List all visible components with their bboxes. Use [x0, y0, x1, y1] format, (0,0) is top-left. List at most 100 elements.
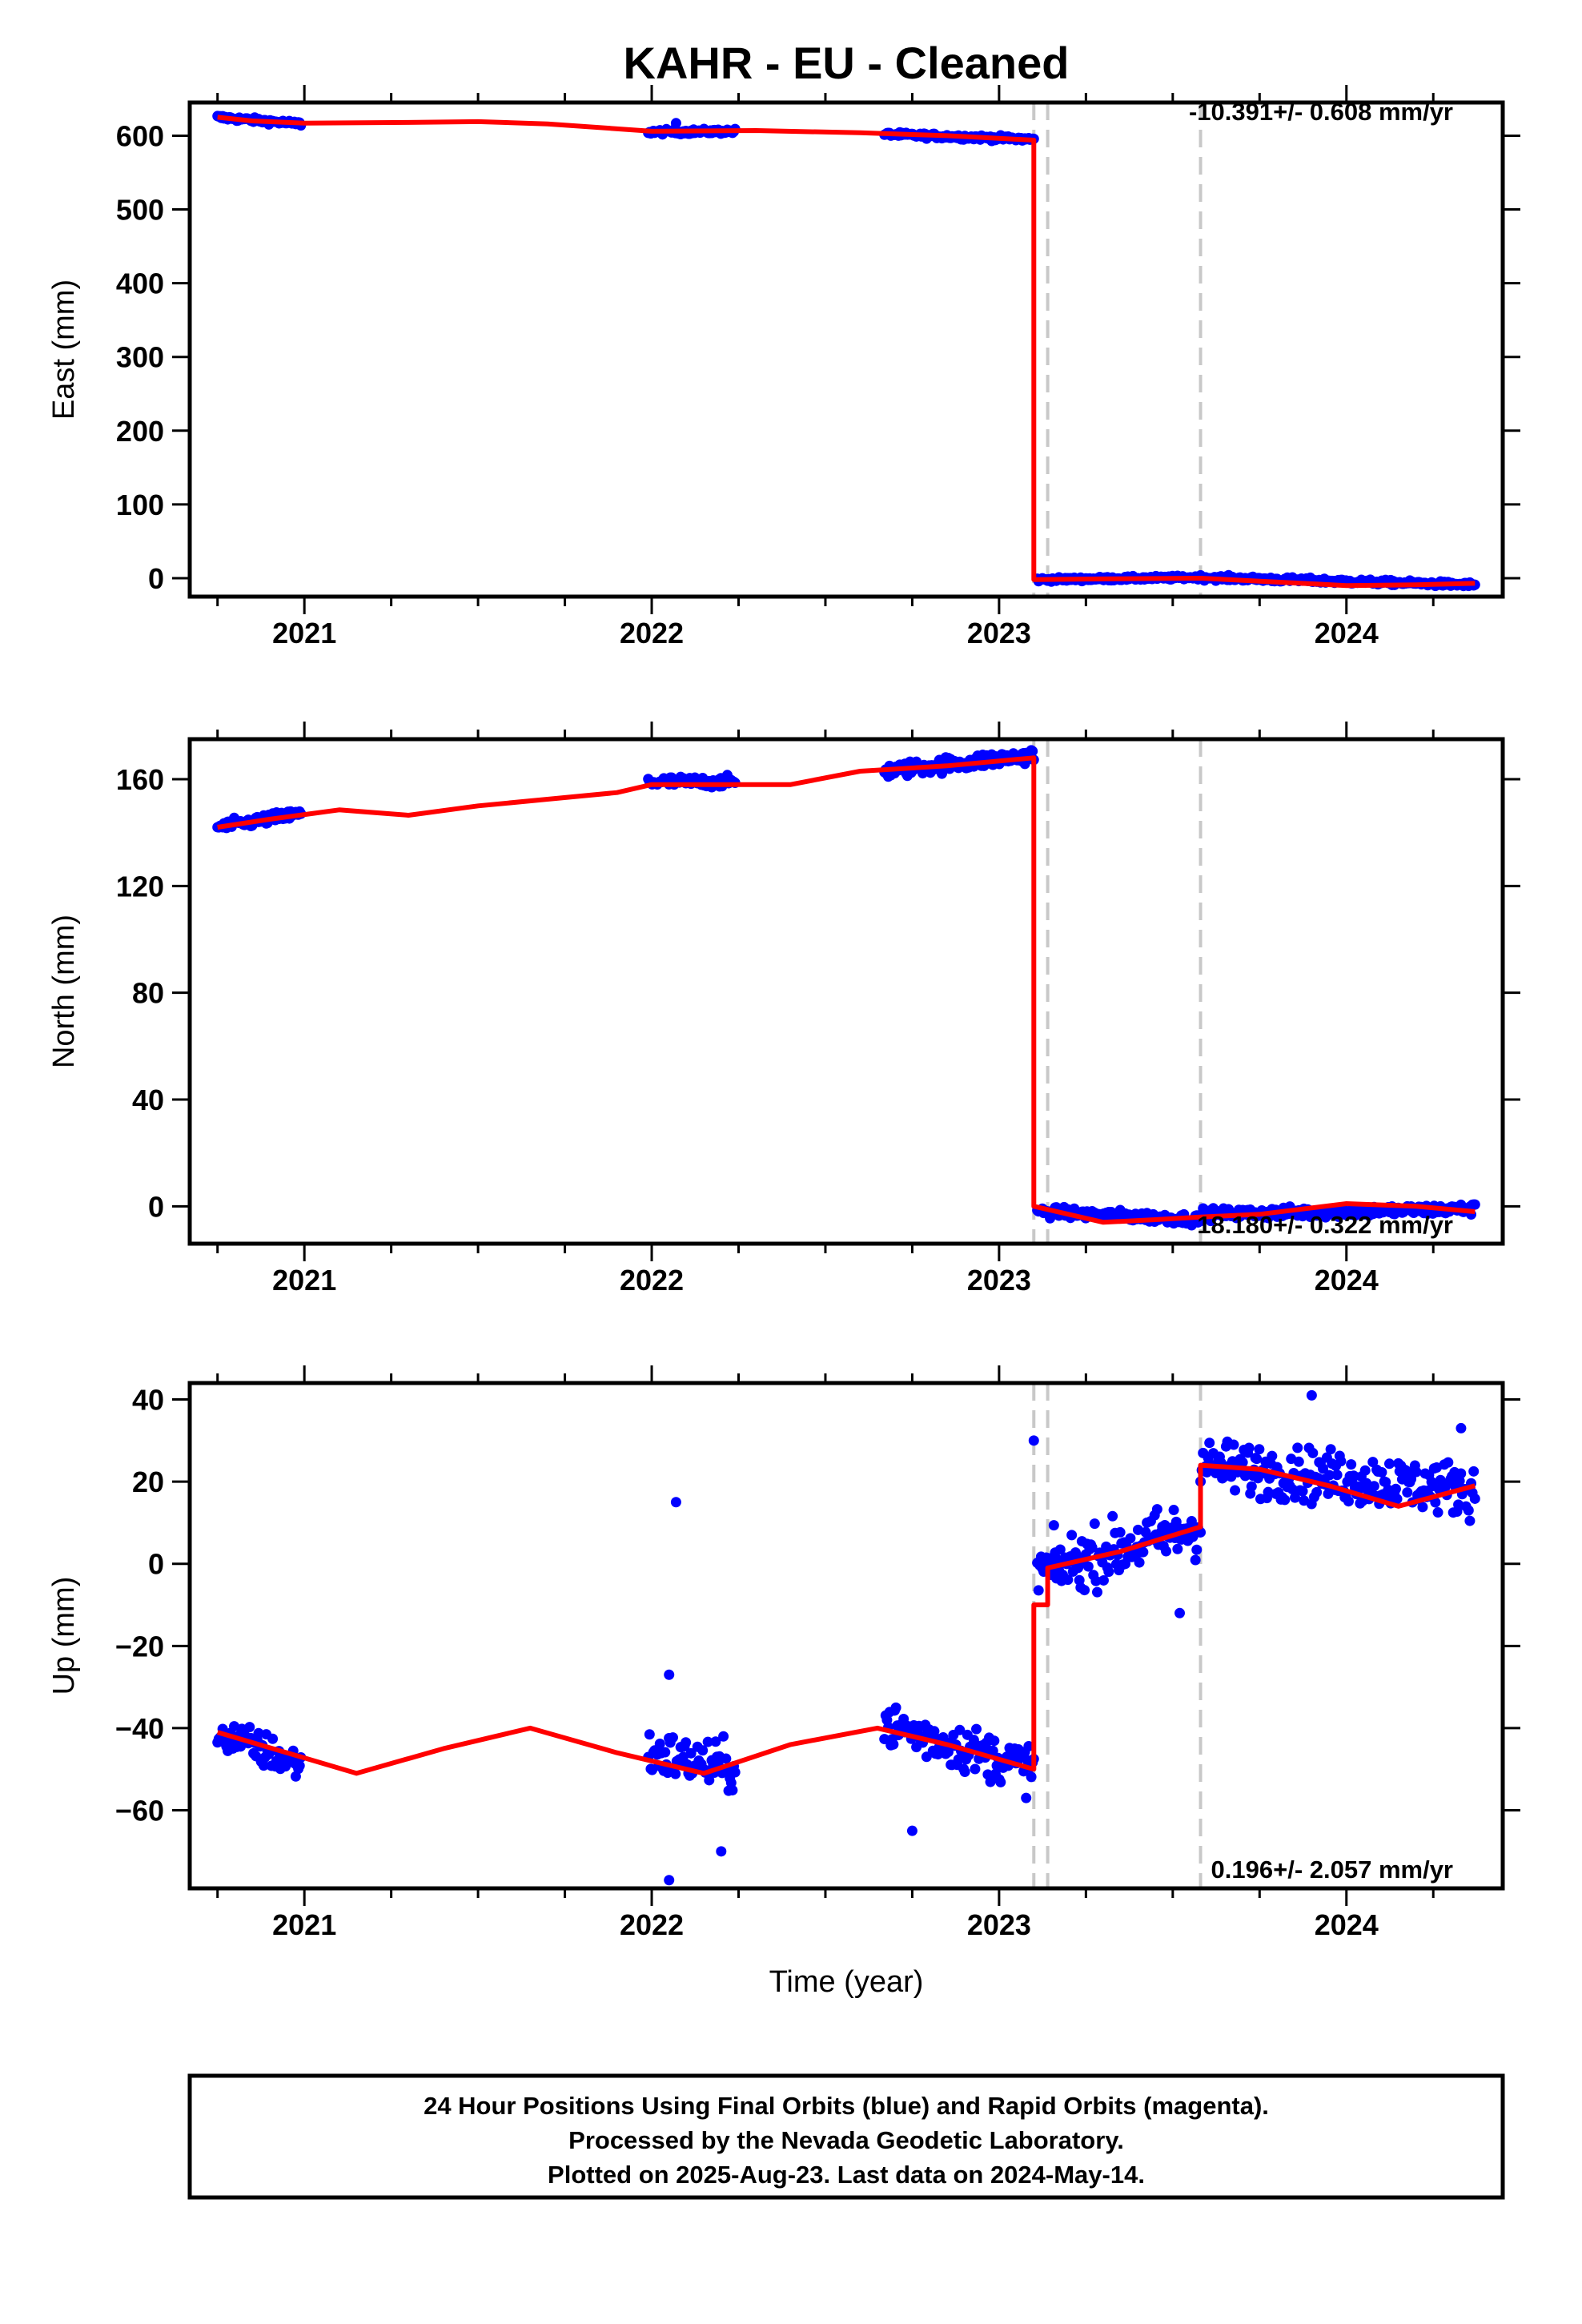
data-point	[1456, 1468, 1467, 1479]
y-tick-label: 20	[132, 1466, 164, 1498]
data-point	[654, 1739, 665, 1750]
x-tick-label: 2023	[967, 1908, 1031, 1941]
footer-frame	[187, 2073, 1505, 2200]
data-point	[1359, 1465, 1371, 1476]
data-point	[253, 1727, 264, 1739]
y-tick-label: 40	[132, 1084, 164, 1116]
y-tick-label: 160	[116, 763, 164, 796]
model-line	[216, 1462, 1476, 1776]
data-point	[258, 1760, 269, 1771]
data-point	[1292, 1442, 1303, 1454]
data-point	[1134, 1557, 1145, 1568]
data-point	[989, 1735, 1000, 1747]
x-tick-label: 2024	[1315, 1264, 1379, 1297]
y-tick-label: 300	[116, 341, 164, 374]
data-point	[1090, 1575, 1102, 1586]
data-point	[729, 1767, 741, 1778]
data-point	[1383, 1458, 1395, 1470]
data-point	[727, 1784, 738, 1795]
x-tick-label: 2023	[967, 617, 1031, 649]
rate-label: 18.180+/- 0.322 mm/yr	[1197, 1211, 1453, 1239]
y-tick-label: 0	[148, 562, 164, 595]
data-point-outlier	[670, 118, 681, 129]
y-axis-label: East (mm)	[47, 279, 81, 420]
data-point-outlier	[906, 1825, 917, 1836]
data-point	[1230, 1485, 1241, 1496]
data-point	[1243, 1442, 1255, 1454]
data-point	[1062, 1574, 1074, 1586]
data-point	[1293, 1456, 1304, 1467]
y-tick-label: 0	[148, 1548, 164, 1581]
data-point	[954, 1724, 966, 1735]
data-point-outlier	[1174, 1607, 1186, 1618]
data-point	[1190, 1554, 1201, 1566]
data-point	[1251, 1454, 1263, 1465]
data-point	[667, 1732, 678, 1743]
data-point	[1114, 1526, 1126, 1538]
y-tick-label: −40	[115, 1712, 164, 1745]
data-point	[1237, 1457, 1248, 1468]
data-point	[685, 1747, 697, 1759]
data-point	[1228, 1439, 1239, 1450]
x-tick-label: 2024	[1315, 1908, 1379, 1941]
data-point	[942, 1747, 954, 1758]
data-point	[1161, 1546, 1172, 1557]
x-tick-label: 2021	[272, 1264, 336, 1297]
data-point	[1468, 1466, 1480, 1477]
data-point	[970, 1763, 981, 1775]
data-point	[721, 1753, 732, 1764]
x-tick-label: 2022	[620, 1264, 684, 1297]
data-point	[1307, 1447, 1319, 1458]
data-point	[1324, 1470, 1335, 1481]
data-point	[959, 1766, 970, 1777]
data-point	[294, 1760, 305, 1771]
data-point	[890, 1702, 901, 1713]
data-point	[995, 1776, 1006, 1787]
panel-east: 2021 2022 2023 2024 0 100 200 300 400 500 600 East …	[47, 85, 1520, 649]
data-point	[1091, 1586, 1102, 1598]
data-point	[1391, 1494, 1403, 1505]
data-point	[1254, 1444, 1265, 1455]
data-point	[644, 1729, 655, 1740]
footer-line-2: Processed by the Nevada Geodetic Laborat…	[568, 2126, 1124, 2154]
data-point	[1172, 1543, 1183, 1554]
data-point	[1469, 1199, 1480, 1210]
data-point-outlier	[1306, 1389, 1317, 1401]
data-point	[1443, 1457, 1454, 1468]
data-point	[1417, 1502, 1428, 1513]
data-point	[1311, 1486, 1323, 1498]
data-point	[1376, 1466, 1387, 1478]
data-point	[718, 1731, 729, 1742]
data-point	[888, 1739, 899, 1750]
data-point	[1151, 1504, 1162, 1515]
footer-line-3: Plotted on 2025-Aug-23. Last data on 202…	[548, 2161, 1145, 2189]
y-tick-label: 600	[116, 119, 164, 152]
data-point	[1082, 1561, 1094, 1572]
data-point	[267, 1733, 279, 1744]
x-tick-label: 2021	[272, 617, 336, 649]
y-tick-label: 500	[116, 194, 164, 227]
y-tick-label: 40	[132, 1384, 164, 1417]
data-point-outlier	[664, 1669, 675, 1680]
y-tick-label: −60	[115, 1795, 164, 1827]
data-point-outlier	[1028, 1435, 1039, 1446]
y-tick-label: 400	[116, 267, 164, 300]
data-point	[1348, 1470, 1359, 1482]
data-point	[1107, 1510, 1118, 1522]
data-point	[1469, 1493, 1480, 1504]
data-point	[1138, 1546, 1149, 1558]
data-point	[1086, 1542, 1098, 1553]
data-point	[1103, 1566, 1114, 1578]
x-tick-label: 2022	[620, 617, 684, 649]
data-point	[1054, 1544, 1066, 1555]
data-point	[710, 1736, 721, 1747]
data-point	[1390, 1483, 1401, 1494]
panel-frame	[187, 1381, 1505, 1891]
plot-area	[212, 103, 1480, 597]
data-point	[1368, 1481, 1379, 1492]
x-tick-label: 2021	[272, 1908, 336, 1941]
y-tick-label: 200	[116, 415, 164, 448]
data-point	[1331, 1470, 1343, 1481]
